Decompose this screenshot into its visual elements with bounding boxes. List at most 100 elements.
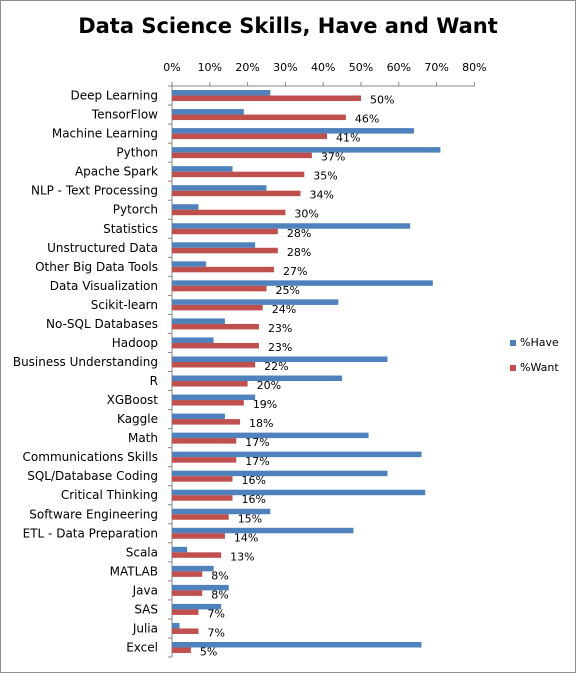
x-tick-label: 80% xyxy=(462,61,486,74)
category-label: Communications Skills xyxy=(23,450,158,464)
data-label-want: 41% xyxy=(336,132,360,145)
data-label-want: 25% xyxy=(276,284,300,297)
bar-have xyxy=(172,546,188,553)
bar-have xyxy=(172,261,207,267)
data-label-want: 5% xyxy=(200,645,217,658)
bar-want xyxy=(172,609,199,615)
bar-want xyxy=(172,590,203,596)
bar-have xyxy=(172,90,271,96)
category-label: NLP - Text Processing xyxy=(31,184,158,198)
x-tick-label: 10% xyxy=(198,61,222,74)
bar-want xyxy=(172,457,237,463)
bar-want xyxy=(172,438,237,444)
bar-have xyxy=(172,109,244,115)
data-label-want: 34% xyxy=(310,189,334,202)
category-label: Excel xyxy=(126,640,158,654)
category-label: TensorFlow xyxy=(91,108,158,122)
bar-want xyxy=(172,476,233,482)
bar-want xyxy=(172,419,241,425)
data-label-want: 30% xyxy=(294,208,318,221)
data-label-want: 23% xyxy=(268,322,292,335)
category-label: XGBoost xyxy=(107,393,159,407)
bar-want xyxy=(172,171,305,178)
bar-want xyxy=(172,552,222,558)
bar-want xyxy=(172,628,199,634)
data-label-want: 7% xyxy=(207,626,224,639)
bar-have xyxy=(172,451,422,458)
data-label-want: 27% xyxy=(283,265,307,278)
category-label: Pytorch xyxy=(113,203,158,217)
bar-have xyxy=(172,508,271,515)
data-label-want: 35% xyxy=(313,170,337,183)
category-label: Hadoop xyxy=(112,336,158,350)
bar-want xyxy=(172,114,346,121)
data-label-want: 16% xyxy=(241,493,265,506)
category-label: Kaggle xyxy=(117,412,158,426)
bar-have xyxy=(172,166,233,172)
category-label: MATLAB xyxy=(110,564,158,578)
bar-have xyxy=(172,603,222,610)
bar-have xyxy=(172,641,422,648)
x-tick-label: 70% xyxy=(424,61,448,74)
bar-have xyxy=(172,280,433,286)
data-label-want: 20% xyxy=(257,379,281,392)
bar-want xyxy=(172,133,327,140)
bar-have xyxy=(172,185,267,191)
data-label-want: 24% xyxy=(272,303,296,316)
category-label: Deep Learning xyxy=(70,89,158,103)
bar-want xyxy=(172,342,259,349)
bar-want xyxy=(172,190,301,197)
x-tick-label: 50% xyxy=(349,61,373,74)
bar-have xyxy=(172,394,256,401)
data-label-want: 23% xyxy=(268,341,292,354)
data-label-want: 16% xyxy=(241,474,265,487)
x-tick-label: 40% xyxy=(311,61,335,74)
data-label-want: 28% xyxy=(287,246,311,259)
data-label-want: 46% xyxy=(355,113,379,126)
bar-want xyxy=(172,647,191,653)
bar-want xyxy=(172,514,229,520)
bar-have xyxy=(172,223,411,229)
data-label-want: 7% xyxy=(207,607,224,620)
data-label-want: 19% xyxy=(253,398,277,411)
category-label: R xyxy=(150,374,158,388)
bar-have xyxy=(172,299,339,305)
bar-have xyxy=(172,128,414,134)
bar-have xyxy=(172,622,180,629)
bar-want xyxy=(172,361,256,368)
legend-label: %Have xyxy=(520,336,559,349)
bar-have xyxy=(172,356,388,362)
bar-want xyxy=(172,285,267,292)
category-label: Apache Spark xyxy=(75,165,158,179)
category-label: SAS xyxy=(134,602,158,616)
data-label-want: 8% xyxy=(211,588,228,601)
chart-title: Data Science Skills, Have and Want xyxy=(78,14,498,38)
bar-want xyxy=(172,152,312,159)
bar-want xyxy=(172,571,203,577)
category-label: Unstructured Data xyxy=(47,241,158,255)
data-label-want: 17% xyxy=(245,436,269,449)
category-label: Scikit-learn xyxy=(91,298,158,312)
x-tick-label: 0% xyxy=(163,61,180,74)
category-label: ETL - Data Preparation xyxy=(23,526,158,540)
bar-want xyxy=(172,247,278,254)
category-label: Python xyxy=(116,146,158,160)
bar-have xyxy=(172,204,199,210)
bar-have xyxy=(172,337,214,343)
data-label-want: 17% xyxy=(245,455,269,468)
category-label: SQL/Database Coding xyxy=(27,469,158,483)
category-label: Scala xyxy=(126,545,158,559)
data-label-want: 8% xyxy=(211,569,228,582)
bar-have xyxy=(172,147,441,153)
bar-have xyxy=(172,318,225,324)
legend-swatch xyxy=(510,365,516,371)
bar-want xyxy=(172,304,263,311)
bar-have xyxy=(172,527,354,534)
data-label-want: 22% xyxy=(264,360,288,373)
category-label: Business Understanding xyxy=(13,355,158,369)
category-label: Java xyxy=(132,583,158,597)
category-label: Data Visualization xyxy=(50,279,158,293)
bar-want xyxy=(172,495,233,501)
bar-want xyxy=(172,95,361,102)
